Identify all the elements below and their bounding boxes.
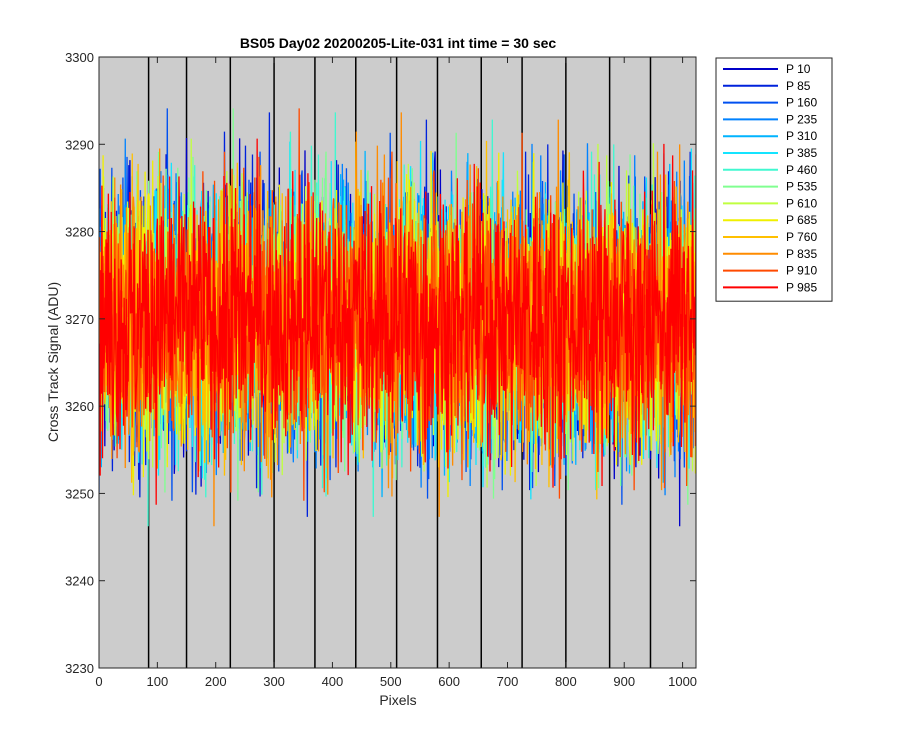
y-tick-label: 3280 <box>65 225 94 240</box>
legend-label: P 685 <box>786 213 817 227</box>
legend-label: P 760 <box>786 230 817 244</box>
y-tick-label: 3260 <box>65 399 94 414</box>
series-line <box>99 138 696 505</box>
x-tick-label: 800 <box>555 674 577 689</box>
legend-label: P 85 <box>786 79 811 93</box>
legend-label: P 10 <box>786 62 811 76</box>
legend-label: P 985 <box>786 280 817 294</box>
legend: P 10 P 85 P 160 P 235 P 310 P 385 P 460 P 535 P … <box>715 57 833 302</box>
y-tick-label: 3230 <box>65 661 94 676</box>
x-tick-label: 200 <box>205 674 227 689</box>
x-tick-label: 700 <box>497 674 519 689</box>
legend-label: P 610 <box>786 196 817 210</box>
y-axis-label: Cross Track Signal (ADU) <box>45 282 61 442</box>
legend-box <box>715 57 833 302</box>
y-axis-ticks: 3230 3240 3250 3260 3270 3280 3290 3300 <box>65 50 696 676</box>
x-tick-label: 500 <box>380 674 402 689</box>
x-axis-label: Pixels <box>379 692 416 708</box>
x-axis-ticks: 0 100 200 300 400 500 600 700 800 900 1000 <box>95 57 697 689</box>
y-tick-label: 3290 <box>65 137 94 152</box>
legend-label: P 235 <box>786 112 817 126</box>
chart-title: BS05 Day02 20200205-Lite-031 int time = … <box>240 35 557 51</box>
x-tick-label: 400 <box>322 674 344 689</box>
plot-frame <box>98 56 697 669</box>
x-tick-label: 600 <box>438 674 460 689</box>
y-tick-label: 3270 <box>65 312 94 327</box>
legend-label: P 160 <box>786 96 817 110</box>
y-tick-label: 3240 <box>65 574 94 589</box>
x-tick-label: 0 <box>95 674 102 689</box>
y-tick-label: 3300 <box>65 50 94 65</box>
x-tick-label: 1000 <box>668 674 697 689</box>
legend-label: P 835 <box>786 247 817 261</box>
x-tick-label: 100 <box>147 674 169 689</box>
legend-label: P 385 <box>786 146 817 160</box>
legend-label: P 460 <box>786 163 817 177</box>
series-lines <box>99 108 696 527</box>
x-tick-label: 300 <box>263 674 285 689</box>
x-tick-label: 900 <box>613 674 635 689</box>
legend-label: P 910 <box>786 264 817 278</box>
legend-label: P 310 <box>786 129 817 143</box>
y-tick-label: 3250 <box>65 486 94 501</box>
legend-label: P 535 <box>786 180 817 194</box>
